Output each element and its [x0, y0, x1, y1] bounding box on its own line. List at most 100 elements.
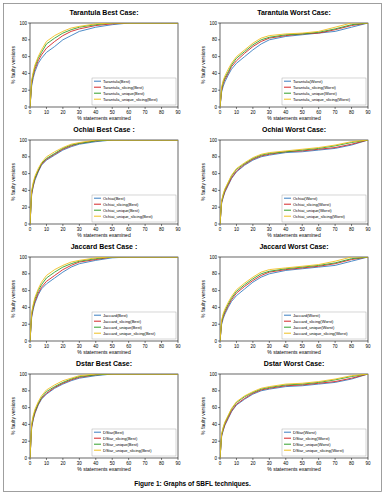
x-tick	[302, 107, 303, 109]
series-line	[30, 257, 178, 341]
legend-swatch	[94, 321, 101, 322]
y-tick	[218, 224, 220, 225]
y-tick-label: 80	[22, 388, 28, 393]
x-tick	[236, 107, 237, 109]
series-group	[220, 23, 368, 107]
y-tick	[28, 56, 30, 57]
y-tick-label: 60	[212, 288, 218, 293]
x-tick	[161, 224, 162, 226]
x-tick	[318, 224, 319, 226]
x-axis-label: % statements examined	[267, 115, 321, 121]
y-tick-label: 20	[22, 322, 28, 327]
y-tick-label: 20	[22, 439, 28, 444]
x-axis-label: % statements examined	[77, 115, 131, 121]
y-tick-label: 0	[214, 222, 217, 227]
chart-title: Tarantula Best Case:	[69, 9, 138, 16]
plot-frame	[30, 23, 178, 107]
chart-title: Ochiai Best Case :	[73, 126, 134, 133]
y-tick-label: 20	[212, 322, 218, 327]
series-group	[220, 140, 368, 224]
x-tick	[368, 341, 369, 343]
legend-swatch	[284, 87, 291, 88]
y-tick	[28, 207, 30, 208]
x-tick-label: 70	[143, 344, 149, 349]
x-tick-label: 20	[60, 461, 66, 466]
legend: Jaccard(Worst)Jaccard_slicing(Worst)Jacc…	[282, 312, 366, 339]
legend-label: Ochiai_slicing(Best)	[103, 202, 139, 207]
legend-swatch	[284, 81, 291, 82]
x-tick-label: 80	[349, 461, 355, 466]
x-tick	[302, 458, 303, 460]
y-tick-label: 80	[22, 37, 28, 42]
x-tick-label: 10	[44, 344, 50, 349]
x-tick	[318, 458, 319, 460]
y-tick	[28, 341, 30, 342]
y-tick-label: 60	[22, 171, 28, 176]
series-line	[220, 140, 368, 224]
x-tick	[302, 341, 303, 343]
legend: Ochiai(Worst)Ochiai_slicing(Worst)Ochiai…	[282, 195, 366, 222]
legend-label: Tarantula(Best)	[103, 79, 131, 84]
legend: DStar(Worst)DStar_slicing(Worst)DStar_un…	[282, 429, 366, 456]
x-tick-label: 0	[219, 110, 222, 115]
y-tick-label: 20	[22, 88, 28, 93]
x-tick	[335, 458, 336, 460]
legend-label: Ochiai_unique_slicing(Worst)	[293, 214, 346, 219]
legend-swatch	[284, 210, 291, 211]
y-tick	[218, 23, 220, 24]
y-tick-label: 60	[212, 405, 218, 410]
x-tick	[62, 458, 63, 460]
series-line	[220, 257, 368, 341]
x-tick	[95, 341, 96, 343]
y-tick	[218, 73, 220, 74]
series-line	[30, 140, 178, 224]
y-tick-label: 40	[22, 188, 28, 193]
legend-label: Jaccard_unique_slicing(Best)	[103, 331, 156, 336]
y-tick-label: 40	[212, 188, 218, 193]
x-tick	[46, 458, 47, 460]
y-tick	[218, 56, 220, 57]
y-tick	[218, 407, 220, 408]
series-line	[220, 374, 368, 458]
legend: DStar(Best)DStar_slicing(Best)DStar_uniq…	[92, 429, 176, 456]
x-tick	[335, 107, 336, 109]
x-tick-label: 70	[143, 227, 149, 232]
x-tick-label: 20	[60, 227, 66, 232]
x-tick-label: 80	[159, 110, 165, 115]
y-tick-label: 100	[209, 21, 217, 26]
y-tick-label: 20	[212, 88, 218, 93]
series-line	[220, 257, 368, 341]
y-axis-label: % faulty versions	[10, 46, 16, 84]
legend-box	[282, 78, 366, 105]
legend-swatch	[94, 438, 101, 439]
plot-frame	[220, 374, 368, 458]
y-tick-label: 0	[214, 105, 217, 110]
y-tick	[218, 458, 220, 459]
legend-label: Ochiai_unique_slicing(Best)	[103, 214, 153, 219]
plot-frame	[220, 140, 368, 224]
x-tick-label: 20	[250, 344, 256, 349]
x-tick-label: 80	[159, 344, 165, 349]
legend-label: Tarantula_unique_slicing(Worst)	[293, 97, 351, 102]
legend-swatch	[284, 216, 291, 217]
legend-label: Jaccard(Best)	[103, 313, 128, 318]
y-tick	[218, 424, 220, 425]
y-tick	[28, 39, 30, 40]
legend-box	[92, 78, 176, 105]
y-tick	[28, 407, 30, 408]
x-tick	[79, 458, 80, 460]
y-tick-label: 40	[22, 71, 28, 76]
chart: Dstar Worst Case:01020304050607080900204…	[200, 360, 371, 472]
series-line	[30, 374, 178, 458]
x-tick-label: 0	[29, 227, 32, 232]
legend-swatch	[94, 87, 101, 88]
y-tick	[28, 273, 30, 274]
series-line	[30, 23, 178, 107]
chart-title: Tarantula Worst Case:	[257, 9, 331, 16]
y-axis-label: % faulty versions	[200, 163, 206, 201]
y-tick-label: 0	[214, 339, 217, 344]
x-tick-label: 0	[219, 344, 222, 349]
x-tick	[145, 224, 146, 226]
y-tick	[28, 290, 30, 291]
x-tick	[46, 341, 47, 343]
